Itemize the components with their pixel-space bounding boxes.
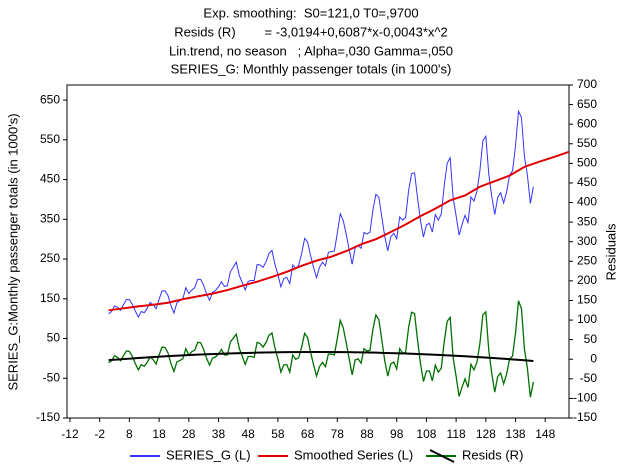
y2-tick-label: 0 [590,351,597,365]
x-tick-label: -2 [94,427,105,441]
x-tick-label: 38 [212,427,226,441]
y2-tick-label: 500 [577,156,597,170]
title-line: SERIES_G: Monthly passenger totals (in 1… [171,61,452,76]
y-tick-label: 250 [40,251,60,265]
x-tick-label: 68 [301,427,315,441]
legend-label: Resids (R) [462,447,523,462]
legend-swatch [429,449,455,463]
series-line [108,300,534,398]
x-tick-label: 108 [416,427,436,441]
y2-tick-label: -50 [580,371,598,385]
x-tick-label: 98 [390,427,404,441]
y2-tick-label: 650 [577,97,597,111]
y2-tick-label: 100 [577,312,597,326]
y2-tick-label: 450 [577,175,597,189]
x-tick-label: 58 [271,427,285,441]
y2-tick-label: 600 [577,116,597,130]
y-tick-label: -50 [43,370,61,384]
series-line [108,150,569,312]
series-line [108,109,534,319]
x-tick-label: 48 [242,427,256,441]
x-tick-label: 128 [476,427,496,441]
y-tick-label: 550 [40,132,60,146]
legend-label: Smoothed Series (L) [294,447,413,462]
x-tick-label: 138 [506,427,526,441]
y2-tick-label: 550 [577,136,597,150]
y2-tick-label: -100 [573,391,597,405]
y2-tick-label: 250 [577,253,597,267]
series-line [108,350,534,363]
y2-axis-label: Residuals [603,223,618,281]
x-tick-label: 78 [331,427,345,441]
x-tick-label: 88 [360,427,374,441]
y-tick-label: 50 [47,331,61,345]
y-axis-label: SERIES_G:Monthly passenger totals (in 10… [5,113,20,390]
title-line: Exp. smoothing: S0=121,0 T0=,9700 [203,5,418,20]
y2-tick-label: 400 [577,195,597,209]
y2-tick-label: 300 [577,234,597,248]
x-tick-label: 8 [126,427,133,441]
y2-tick-label: 200 [577,273,597,287]
x-tick-label: 18 [152,427,166,441]
y-tick-label: 650 [40,92,60,106]
y-tick-label: 450 [40,172,60,186]
y-tick-label: 150 [40,291,60,305]
y2-tick-label: -150 [573,410,597,424]
x-tick-label: 28 [182,427,196,441]
title-line: Lin.trend, no season ; Alpha=,030 Gamma=… [169,43,453,58]
legend-label: SERIES_G (L) [166,447,251,462]
title-line: Resids (R) = -3,0194+0,6087*x-0,0043*x^2 [174,24,447,39]
y2-tick-label: 350 [577,214,597,228]
y2-tick-label: 150 [577,293,597,307]
y2-tick-label: 50 [584,332,598,346]
y-tick-label: -150 [36,410,60,424]
plot-area [66,84,570,419]
x-tick-label: -12 [61,427,79,441]
y-tick-label: 350 [40,211,60,225]
x-tick-label: 148 [535,427,555,441]
x-tick-label: 118 [447,427,466,441]
y2-tick-label: 700 [577,77,597,91]
